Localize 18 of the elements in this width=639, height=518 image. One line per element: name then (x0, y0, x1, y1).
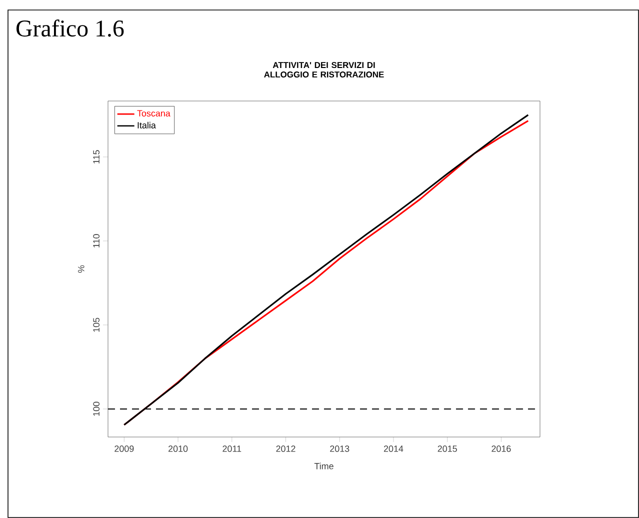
x-tick-label: 2010 (168, 446, 188, 452)
y-axis-title: % (78, 265, 84, 273)
y-tick-label: 110 (93, 234, 100, 248)
legend-label: Toscana (137, 110, 170, 116)
x-tick-label: 2014 (384, 446, 404, 452)
legend-label: Italia (138, 122, 156, 128)
x-axis-title: Time (314, 462, 334, 470)
x-tick-label: 2011 (222, 446, 242, 452)
y-tick-label: 115 (93, 150, 100, 164)
x-tick-label: 2016 (492, 446, 511, 452)
x-tick-label: 2009 (114, 446, 134, 452)
y-tick-label: 105 (93, 318, 100, 332)
chart-title: ATTIVITA' DEI SERVIZI DI ALLOGGIO E RISTORAZIONE (264, 62, 384, 78)
x-tick-label: 2013 (330, 446, 350, 452)
x-tick-label: 2015 (438, 446, 457, 452)
text: Grafico 1.6 (16, 20, 124, 37)
y-tick-label: 100 (93, 402, 100, 416)
x-tick-label: 2012 (276, 446, 296, 452)
